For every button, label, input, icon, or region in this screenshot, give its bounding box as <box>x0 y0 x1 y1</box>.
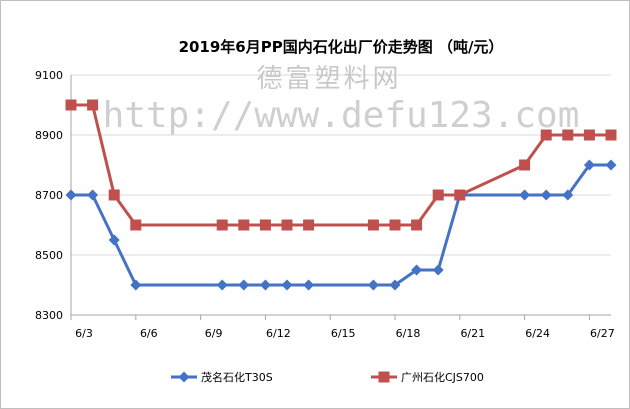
x-tick-label: 6/9 <box>205 327 223 340</box>
data-point <box>216 219 228 231</box>
chart-title: 2019年6月PP国内石化出厂价走势图 （吨/元） <box>179 38 504 56</box>
y-tick-label: 8900 <box>35 129 63 142</box>
data-point <box>259 279 271 291</box>
data-point <box>87 189 99 201</box>
data-point <box>281 219 293 231</box>
data-point <box>605 159 617 171</box>
legend-item: 茂名石化T30S <box>171 370 273 384</box>
data-point <box>562 189 574 201</box>
series-group <box>65 99 617 291</box>
data-point <box>562 129 574 141</box>
legend-swatch-marker <box>178 371 190 383</box>
data-point <box>130 279 142 291</box>
x-tick-labels: 6/3 6/6 6/9 6/12 6/15 6/18 6/21 6/24 6/27 <box>75 327 615 340</box>
x-tick-label: 6/6 <box>140 327 158 340</box>
y-tick-label: 8300 <box>35 309 63 322</box>
x-tick-label: 6/12 <box>266 327 291 340</box>
x-tick-label: 6/15 <box>331 327 356 340</box>
series-2 <box>65 99 617 231</box>
data-point <box>367 219 379 231</box>
data-point <box>540 189 552 201</box>
legend-item: 广州石化CJS700 <box>371 370 484 384</box>
data-point <box>238 279 250 291</box>
data-point <box>540 129 552 141</box>
legend-swatch-marker <box>378 371 390 383</box>
data-point <box>605 129 617 141</box>
data-point <box>130 219 142 231</box>
data-point <box>281 279 293 291</box>
legend-label: 广州石化CJS700 <box>401 370 484 384</box>
data-point <box>583 159 595 171</box>
data-point <box>303 219 315 231</box>
watermark-name: 德富塑料网 <box>256 64 401 94</box>
data-point <box>87 99 99 111</box>
x-tick-label: 6/27 <box>590 327 615 340</box>
y-tick-label: 8700 <box>35 189 63 202</box>
data-point <box>389 219 401 231</box>
data-point <box>259 219 271 231</box>
data-point <box>65 99 77 111</box>
data-point <box>65 189 77 201</box>
data-point <box>108 189 120 201</box>
data-point <box>367 279 379 291</box>
data-point <box>454 189 466 201</box>
data-point <box>411 264 423 276</box>
data-point <box>432 189 444 201</box>
data-point <box>432 264 444 276</box>
x-tick-label: 6/18 <box>396 327 421 340</box>
legend-label: 茂名石化T30S <box>201 370 273 384</box>
legend: 茂名石化T30S 广州石化CJS700 <box>171 370 484 384</box>
data-point <box>216 279 228 291</box>
x-tick-label: 6/3 <box>75 327 93 340</box>
data-point <box>108 234 120 246</box>
data-point <box>389 279 401 291</box>
y-tick-labels: 8300 8500 8700 8900 9100 <box>35 69 63 322</box>
data-point <box>519 189 531 201</box>
x-tick-label: 6/24 <box>525 327 550 340</box>
y-tick-label: 8500 <box>35 249 63 262</box>
data-point <box>519 159 531 171</box>
data-point <box>411 219 423 231</box>
data-point <box>303 279 315 291</box>
data-point <box>238 219 250 231</box>
y-tick-label: 9100 <box>35 69 63 82</box>
watermark-url: http://www.defu123.com <box>103 95 580 136</box>
data-point <box>583 129 595 141</box>
x-tick-label: 6/21 <box>460 327 485 340</box>
